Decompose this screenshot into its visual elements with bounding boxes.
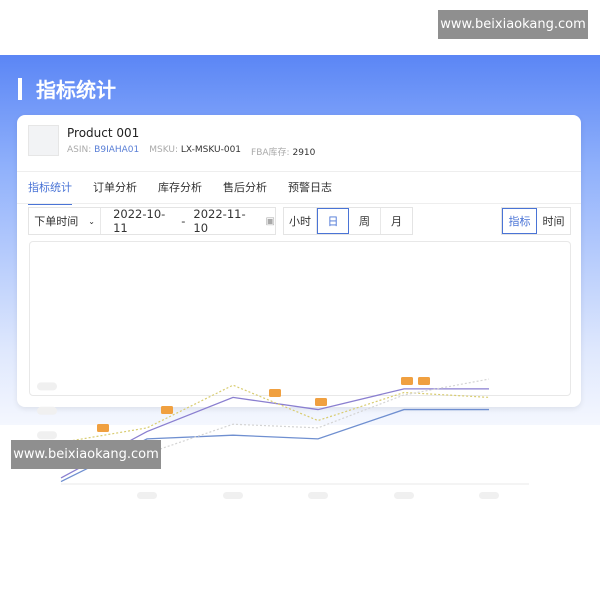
page-title: 指标统计 [18,74,116,103]
divider [17,171,581,172]
granularity-group: 小时 日 周 月 [283,207,413,235]
series-line-4 [60,378,490,455]
tab-alert-log[interactable]: 预警日志 [288,181,332,194]
asin-label: ASIN: [67,145,92,155]
x-tick-placeholder [308,492,328,499]
date-end: 2022-11-10 [193,207,246,235]
annotation-marker [418,377,430,385]
granularity-week[interactable]: 周 [349,208,381,234]
series-line-3 [60,384,490,444]
date-filter: 下单时间 ⌄ 2022-10-11 - 2022-11-10 ▣ [28,207,276,235]
fba-label: FBA库存: [251,148,290,158]
granularity-day[interactable]: 日 [317,208,349,234]
view-time[interactable]: 时间 [542,215,565,228]
chevron-down-icon: ⌄ [88,216,95,226]
asin-link[interactable]: B9IAHA01 [94,145,140,155]
chart-svg [37,377,529,499]
product-name: Product 001 [67,126,140,140]
tab-bar: 指标统计 订单分析 库存分析 售后分析 预警日志 [28,177,332,205]
annotation-marker [401,377,413,385]
x-tick-placeholder [137,492,157,499]
time-type-value: 下单时间 [34,215,79,228]
y-tick-placeholder [37,431,57,440]
date-separator: - [181,214,186,228]
tab-orders[interactable]: 订单分析 [93,181,137,194]
annotation-marker [97,424,109,432]
metrics-chart [29,241,571,499]
tab-metrics[interactable]: 指标统计 [28,177,72,205]
watermark: www.beixiaokang.com [438,10,588,39]
page-title-text: 指标统计 [36,78,116,102]
product-meta: ASIN: B9IAHA01 MSKU: LX-MSKU-001 FBA库存: … [67,145,315,158]
view-metrics[interactable]: 指标 [502,208,537,234]
granularity-hour[interactable]: 小时 [284,208,317,234]
y-tick-placeholder [37,406,57,415]
fba-value: 2910 [292,148,316,158]
divider [17,203,581,204]
tab-after-sales[interactable]: 售后分析 [223,181,267,194]
product-image [28,125,59,156]
granularity-month[interactable]: 月 [391,215,402,228]
title-bar [18,77,22,100]
annotation-marker [315,398,327,406]
product-card: Product 001 ASIN: B9IAHA01 MSKU: LX-MSKU… [17,115,581,499]
time-type-select[interactable]: 下单时间 ⌄ [29,208,102,234]
watermark: www.beixiaokang.com [11,440,161,469]
msku-label: MSKU: [149,145,179,155]
msku-value: LX-MSKU-001 [180,145,242,155]
annotation-marker [269,389,281,397]
calendar-icon: ▣ [265,215,275,227]
annotation-marker [161,406,173,414]
date-range-input[interactable]: 2022-10-11 - 2022-11-10 ▣ [101,207,275,235]
tab-inventory[interactable]: 库存分析 [158,181,202,194]
date-start: 2022-10-11 [113,207,166,235]
x-tick-placeholder [479,492,499,499]
view-toggle: 指标 时间 [501,207,571,235]
x-tick-placeholder [394,492,414,499]
y-tick-placeholder [37,382,57,391]
x-tick-placeholder [223,492,243,499]
